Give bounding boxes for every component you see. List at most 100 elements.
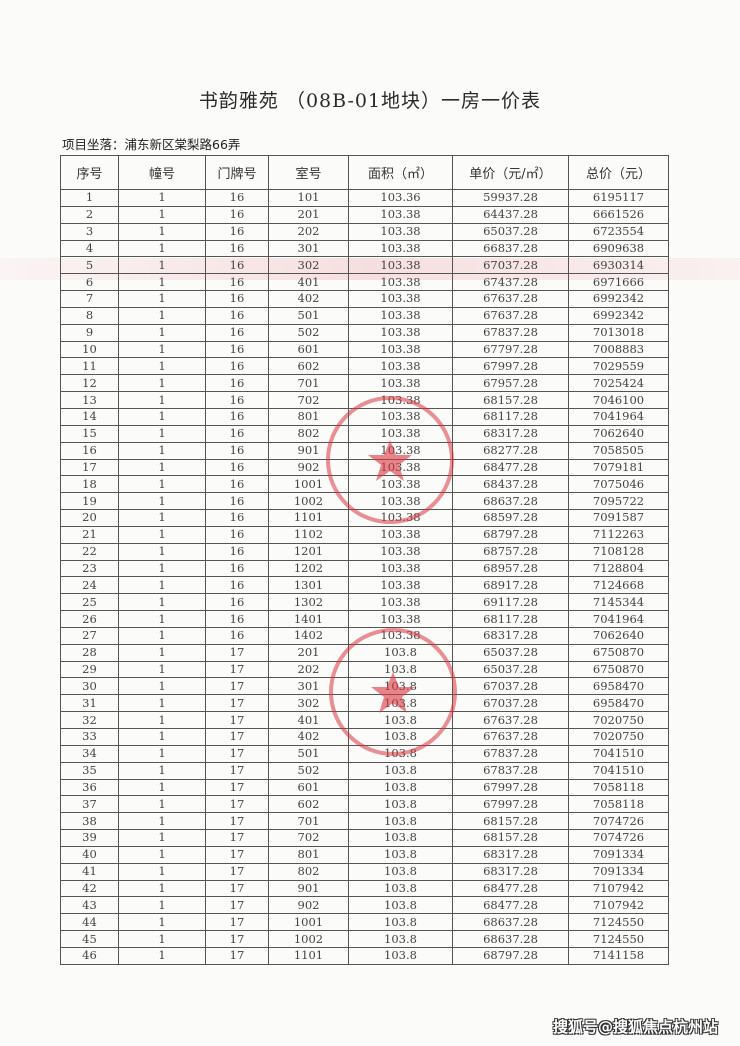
cell-area: 103.8 <box>348 677 453 696</box>
cell-room: 702 <box>268 391 349 409</box>
cell-building: 1 <box>118 643 206 662</box>
cell-index: 20 <box>60 509 119 527</box>
cell-room: 202 <box>268 660 349 679</box>
header-unit-price: 单价（元/㎡） <box>452 155 569 190</box>
price-table: 序号 幢号 门牌号 室号 面积（㎡） 单价（元/㎡） 总价（元） 1 1 16 101… <box>60 155 669 965</box>
table-row: 25 1 16 1302 103.38 69117.28 7145344 <box>60 593 669 612</box>
cell-total-price: 6750870 <box>568 643 669 662</box>
cell-unit-price: 67637.28 <box>452 728 569 746</box>
cell-room: 1201 <box>268 542 349 561</box>
cell-room: 602 <box>268 795 349 814</box>
cell-room: 502 <box>268 761 349 780</box>
cell-area: 103.38 <box>348 374 453 393</box>
cell-unit-price: 68637.28 <box>452 913 569 932</box>
cell-total-price: 6992342 <box>568 306 669 325</box>
cell-total-price: 7091334 <box>568 845 669 864</box>
cell-index: 31 <box>60 694 119 713</box>
cell-area: 103.38 <box>348 525 453 544</box>
cell-door-number: 16 <box>205 374 269 393</box>
cell-unit-price: 65037.28 <box>452 660 569 679</box>
cell-index: 22 <box>60 542 119 561</box>
cell-total-price: 7124668 <box>568 576 669 595</box>
cell-building: 1 <box>118 626 206 645</box>
cell-total-price: 7107942 <box>568 896 669 915</box>
cell-room: 1302 <box>268 593 349 612</box>
cell-door-number: 16 <box>205 559 269 578</box>
cell-building: 1 <box>118 306 206 325</box>
cell-door-number: 16 <box>205 576 269 595</box>
cell-unit-price: 67037.28 <box>452 256 569 275</box>
table-row: 40 1 17 801 103.8 68317.28 7091334 <box>60 845 669 864</box>
cell-door-number: 17 <box>205 778 269 797</box>
cell-total-price: 7041510 <box>568 761 669 780</box>
cell-building: 1 <box>118 340 206 359</box>
cell-unit-price: 64437.28 <box>452 205 569 224</box>
header-total-price: 总价（元） <box>568 155 669 190</box>
cell-door-number: 16 <box>205 458 269 477</box>
cell-building: 1 <box>118 475 206 494</box>
table-row: 2 1 16 201 103.38 64437.28 6661526 <box>60 205 669 224</box>
cell-building: 1 <box>118 441 206 460</box>
table-header-row: 序号 幢号 门牌号 室号 面积（㎡） 单价（元/㎡） 总价（元） <box>60 155 669 190</box>
cell-index: 32 <box>60 711 119 729</box>
cell-index: 26 <box>60 610 119 628</box>
cell-room: 902 <box>268 896 349 915</box>
cell-total-price: 7058118 <box>568 795 669 814</box>
cell-door-number: 17 <box>205 862 269 881</box>
cell-area: 103.8 <box>348 845 453 864</box>
cell-total-price: 7145344 <box>568 593 669 612</box>
table-row: 4 1 16 301 103.38 66837.28 6909638 <box>60 239 669 258</box>
cell-total-price: 7141158 <box>568 946 669 965</box>
table-row: 45 1 17 1002 103.8 68637.28 7124550 <box>60 930 669 948</box>
table-row: 9 1 16 502 103.38 67837.28 7013018 <box>60 323 669 342</box>
cell-unit-price: 68477.28 <box>452 879 569 898</box>
cell-door-number: 17 <box>205 761 269 780</box>
cell-area: 103.8 <box>348 913 453 932</box>
cell-index: 44 <box>60 913 119 932</box>
cell-unit-price: 67997.28 <box>452 778 569 797</box>
cell-area: 103.38 <box>348 391 453 409</box>
table-row: 36 1 17 601 103.8 67997.28 7058118 <box>60 778 669 797</box>
cell-room: 1101 <box>268 509 349 527</box>
cell-room: 802 <box>268 424 349 443</box>
cell-door-number: 16 <box>205 340 269 359</box>
cell-door-number: 17 <box>205 677 269 696</box>
cell-area: 103.38 <box>348 239 453 258</box>
cell-door-number: 16 <box>205 256 269 275</box>
cell-area: 103.38 <box>348 323 453 342</box>
header-room: 室号 <box>268 155 349 190</box>
cell-door-number: 16 <box>205 610 269 628</box>
cell-unit-price: 68117.28 <box>452 407 569 426</box>
cell-total-price: 6958470 <box>568 677 669 696</box>
cell-area: 103.38 <box>348 306 453 325</box>
cell-area: 103.38 <box>348 407 453 426</box>
cell-room: 301 <box>268 677 349 696</box>
cell-total-price: 7041964 <box>568 407 669 426</box>
cell-index: 17 <box>60 458 119 477</box>
cell-area: 103.38 <box>348 626 453 645</box>
cell-door-number: 16 <box>205 525 269 544</box>
cell-total-price: 6930314 <box>568 256 669 275</box>
cell-door-number: 17 <box>205 879 269 898</box>
cell-index: 19 <box>60 492 119 511</box>
cell-room: 502 <box>268 323 349 342</box>
cell-total-price: 6723554 <box>568 222 669 241</box>
cell-total-price: 7062640 <box>568 626 669 645</box>
cell-unit-price: 68317.28 <box>452 862 569 881</box>
cell-building: 1 <box>118 795 206 814</box>
cell-index: 39 <box>60 829 119 847</box>
cell-door-number: 17 <box>205 812 269 831</box>
cell-unit-price: 68157.28 <box>452 829 569 847</box>
table-row: 24 1 16 1301 103.38 68917.28 7124668 <box>60 576 669 595</box>
cell-unit-price: 67797.28 <box>452 340 569 359</box>
cell-building: 1 <box>118 357 206 376</box>
cell-index: 43 <box>60 896 119 915</box>
cell-total-price: 7020750 <box>568 711 669 729</box>
cell-area: 103.8 <box>348 795 453 814</box>
cell-unit-price: 68277.28 <box>452 441 569 460</box>
table-row: 21 1 16 1102 103.38 68797.28 7112263 <box>60 525 669 544</box>
cell-unit-price: 68317.28 <box>452 626 569 645</box>
cell-index: 30 <box>60 677 119 696</box>
cell-building: 1 <box>118 812 206 831</box>
cell-area: 103.8 <box>348 896 453 915</box>
